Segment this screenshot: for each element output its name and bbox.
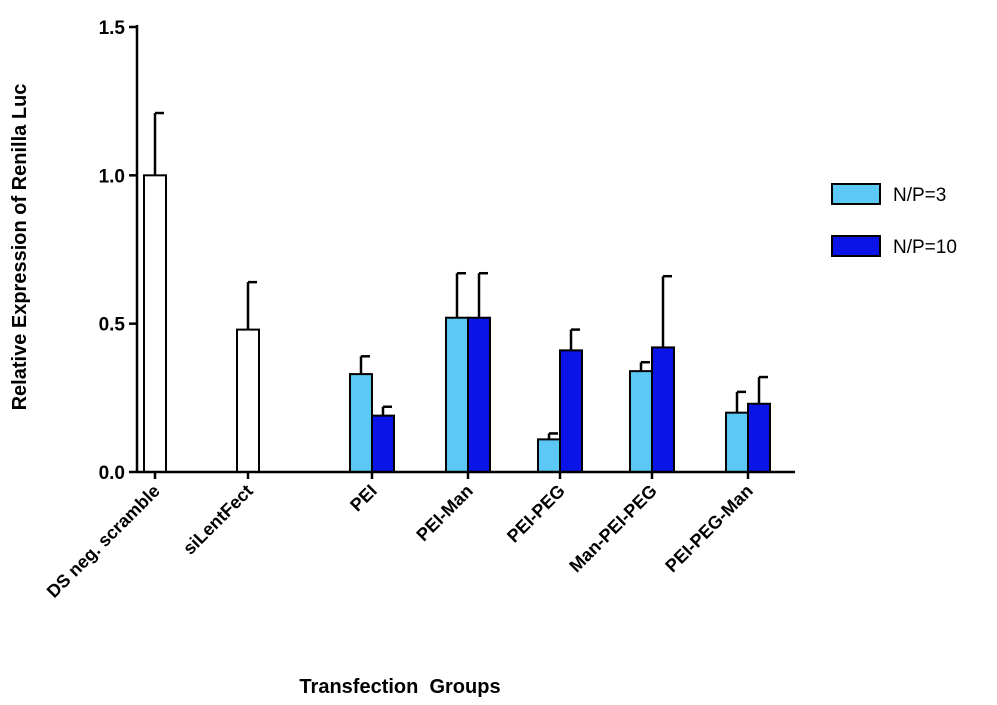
series-1-bar-3 <box>445 316 469 473</box>
y-tick-label-1: 0.5 <box>99 315 126 336</box>
control-bar-1 <box>236 328 260 473</box>
y-tick-label-2: 1.0 <box>99 166 125 187</box>
legend-swatch-1 <box>831 183 881 205</box>
legend-label-1: N/P=3 <box>893 185 946 206</box>
series-1-bar-6 <box>725 411 749 473</box>
series-2-bar-5 <box>651 346 675 473</box>
series-1-bar-5 <box>629 370 653 473</box>
x-tick-label-4: PEI-PEG <box>503 481 569 547</box>
legend-swatch-2 <box>831 235 881 257</box>
x-tick-label-2: PEI <box>346 481 381 516</box>
series-2-bar-3 <box>467 316 491 473</box>
x-tick-label-0: DS neg. scramble <box>43 481 164 602</box>
x-tick-label-3: PEI-Man <box>412 481 476 545</box>
series-2-bar-2 <box>371 414 395 473</box>
series-2-bar-6 <box>747 402 771 473</box>
legend-label-2: N/P=10 <box>893 237 957 258</box>
x-axis-title: Transfection Groups <box>299 676 500 698</box>
y-tick-label-0: 0.0 <box>99 463 125 484</box>
bars-layer <box>143 111 771 474</box>
series-2-bar-4 <box>559 349 583 473</box>
y-tick-label-3: 1.5 <box>99 18 126 39</box>
legend: N/P=3 N/P=10 <box>831 183 957 258</box>
x-tick-label-6: PEI-PEG-Man <box>661 481 756 576</box>
y-axis-title: Relative Expression of Renilla Luc <box>9 84 31 411</box>
x-tick-label-5: Man-PEI-PEG <box>565 481 660 576</box>
control-bar-0 <box>143 174 167 473</box>
series-1-bar-2 <box>349 373 373 474</box>
x-tick-label-1: siLentFect <box>179 481 257 559</box>
series-1-bar-4 <box>537 438 561 474</box>
